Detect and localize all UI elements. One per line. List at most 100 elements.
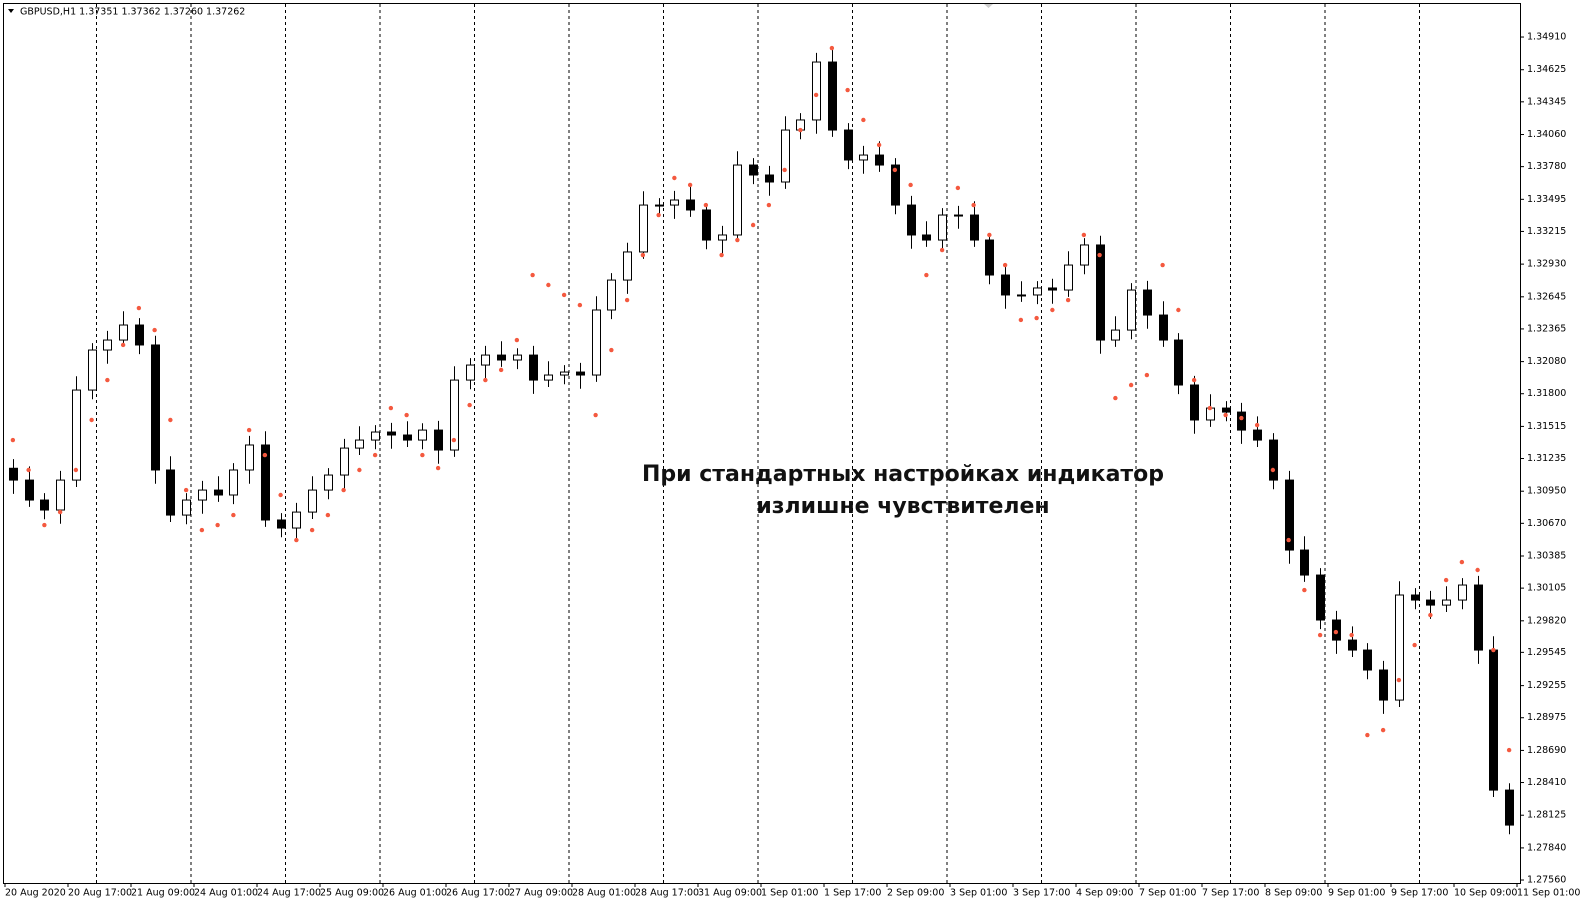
- sar-dot: [199, 527, 205, 533]
- candle-body: [450, 379, 459, 451]
- candle-body: [1348, 639, 1357, 651]
- y-tick-label: 1.33215: [1527, 226, 1566, 237]
- scroll-marker: [984, 4, 993, 8]
- x-tick-label: 1 Sep 01:00: [761, 888, 818, 899]
- x-tick-label: 28 Aug 01:00: [572, 888, 636, 899]
- sar-dot: [1443, 577, 1449, 583]
- candle-body: [1064, 264, 1073, 291]
- candle-body: [1300, 549, 1309, 576]
- candle-body: [1127, 289, 1136, 331]
- y-tick-label: 1.30385: [1527, 551, 1566, 562]
- sar-dot: [1396, 677, 1402, 683]
- sar-dot: [687, 182, 693, 188]
- sar-dot: [829, 45, 835, 51]
- candle-body: [812, 61, 821, 121]
- candle-body: [1411, 594, 1420, 601]
- candle-body: [9, 467, 18, 481]
- x-tick-label: 24 Aug 17:00: [257, 888, 321, 899]
- sar-dot: [1097, 252, 1102, 258]
- candle-body: [954, 214, 963, 217]
- sar-dot: [908, 182, 913, 188]
- candle-body: [1379, 669, 1388, 701]
- sar-dot: [1002, 262, 1008, 268]
- candle-body: [1001, 274, 1010, 296]
- annotation: При стандартных настройках индикатор: [642, 462, 1164, 487]
- sar-dot: [435, 465, 441, 471]
- candle-body: [875, 154, 884, 166]
- sar-dot: [309, 527, 315, 533]
- candle-body: [198, 489, 207, 501]
- sar-dot: [278, 492, 283, 498]
- candle-body: [859, 154, 868, 161]
- candle-body: [1316, 574, 1325, 621]
- sar-dot: [89, 417, 94, 423]
- candle-body: [56, 479, 65, 511]
- x-tick-label: 11 Sep 01:00: [1517, 888, 1580, 899]
- y-tick-label: 1.27560: [1527, 875, 1566, 886]
- sar-dot: [1018, 317, 1024, 323]
- candle-body: [686, 199, 695, 211]
- candle-body: [434, 429, 443, 451]
- x-tick-label: 20 Aug 17:00: [68, 888, 132, 899]
- sar-dot: [1113, 395, 1118, 401]
- x-tick-label: 3 Sep 01:00: [950, 888, 1007, 899]
- y-tick-label: 1.29820: [1527, 615, 1566, 626]
- x-tick-label: 10 Sep 09:00: [1454, 888, 1517, 899]
- sar-dot: [1223, 412, 1228, 418]
- candle-body: [1048, 287, 1057, 291]
- y-tick-label: 1.33495: [1527, 194, 1566, 205]
- candle-body: [371, 431, 380, 441]
- sar-dot: [246, 427, 252, 433]
- x-tick-label: 9 Sep 17:00: [1391, 888, 1448, 899]
- sar-dot: [514, 337, 520, 343]
- sar-dot: [183, 487, 189, 493]
- y-tick-label: 1.34345: [1527, 96, 1566, 107]
- candle-body: [938, 214, 947, 241]
- sar-dot: [1034, 315, 1039, 321]
- sar-dot: [719, 252, 724, 258]
- sar-dot: [1380, 727, 1386, 733]
- y-tick-label: 1.34060: [1527, 129, 1566, 140]
- y-tick-label: 1.31235: [1527, 453, 1566, 464]
- candle-body: [1253, 429, 1262, 441]
- candle-body: [229, 469, 238, 496]
- sar-dot: [624, 297, 630, 303]
- candle-body: [1190, 384, 1199, 421]
- sar-dot: [1065, 297, 1071, 303]
- sar-dot: [420, 452, 425, 458]
- sar-dot: [1349, 632, 1354, 638]
- candle-body: [387, 431, 396, 436]
- sar-dot: [1191, 377, 1197, 383]
- candle-body: [103, 339, 112, 351]
- candle-body: [40, 499, 49, 511]
- candle-body: [25, 479, 34, 501]
- sar-dot: [1302, 587, 1307, 593]
- y-tick-label: 1.33780: [1527, 161, 1566, 172]
- sar-dot: [372, 452, 378, 458]
- sar-dot: [1176, 307, 1181, 313]
- sar-dot: [1365, 732, 1370, 738]
- candle-body: [749, 164, 758, 176]
- annotation: излишне чувствителен: [756, 494, 1049, 519]
- candle-body: [1159, 314, 1168, 341]
- y-tick-label: 1.31515: [1527, 421, 1566, 432]
- x-tick-label: 26 Aug 17:00: [446, 888, 510, 899]
- x-tick-label: 27 Aug 09:00: [509, 888, 573, 899]
- sar-dot: [1050, 307, 1055, 313]
- sar-dot: [924, 272, 929, 278]
- x-tick-label: 8 Sep 09:00: [1265, 888, 1322, 899]
- candle-body: [1489, 649, 1498, 791]
- y-tick-label: 1.28690: [1527, 745, 1566, 756]
- sar-dot: [168, 417, 173, 423]
- x-tick-label: 26 Aug 01:00: [383, 888, 447, 899]
- sar-dot: [1128, 382, 1134, 388]
- sar-dot: [750, 222, 756, 228]
- candle-body: [1458, 584, 1467, 601]
- sar-dot: [1286, 537, 1291, 543]
- candle-body: [670, 199, 679, 206]
- candle-body: [718, 234, 727, 241]
- sar-dot: [735, 237, 740, 243]
- sar-dot: [42, 522, 47, 528]
- sar-dot: [1254, 422, 1260, 428]
- chart-title: GBPUSD,H1 1.37351 1.37362 1.37260 1.3726…: [20, 7, 245, 18]
